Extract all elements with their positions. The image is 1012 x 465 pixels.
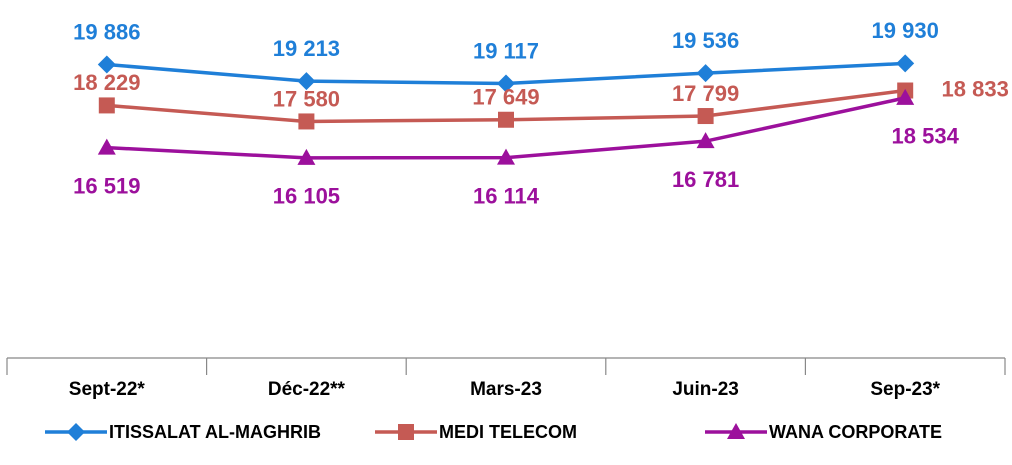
marker (98, 97, 115, 114)
data-label: 16 781 (672, 167, 739, 192)
marker (97, 138, 116, 155)
x-tick-label: Sept-22* (69, 379, 146, 400)
data-label: 17 649 (472, 85, 539, 110)
data-label: 19 117 (473, 38, 539, 63)
x-tick-label: Juin-23 (672, 379, 739, 400)
legend-marker (727, 423, 745, 439)
marker (896, 54, 915, 73)
marker (896, 88, 915, 105)
data-label: 16 114 (473, 183, 540, 208)
data-label: 18 833 (942, 76, 1009, 101)
marker (696, 132, 715, 149)
x-tick-label: Mars-23 (470, 379, 542, 400)
legend-label: MEDI TELECOM (439, 422, 577, 442)
data-label: 19 536 (672, 28, 739, 53)
data-label: 18 229 (73, 70, 140, 95)
legend-marker (67, 423, 85, 441)
data-label: 16 519 (73, 173, 140, 198)
legend-marker (398, 424, 414, 440)
marker (696, 64, 715, 83)
data-label: 18 534 (892, 124, 960, 149)
marker (498, 111, 514, 128)
x-tick-label: Sep-23* (870, 379, 940, 400)
legend-label: WANA CORPORATE (769, 422, 942, 442)
data-label: 17 799 (672, 81, 739, 106)
marker (97, 55, 116, 74)
data-label: 16 105 (273, 184, 340, 209)
marker (497, 148, 515, 165)
x-tick-label: Déc-22** (268, 379, 346, 400)
marker (297, 72, 316, 91)
data-label: 19 213 (273, 36, 340, 61)
marker (497, 74, 515, 93)
marker (697, 108, 714, 125)
marker (298, 113, 315, 130)
legend-label: ITISSALAT AL-MAGHRIB (109, 422, 321, 442)
data-label: 17 580 (273, 86, 340, 111)
data-label: 19 886 (73, 19, 140, 44)
marker (297, 148, 316, 165)
data-label: 19 930 (872, 18, 939, 43)
